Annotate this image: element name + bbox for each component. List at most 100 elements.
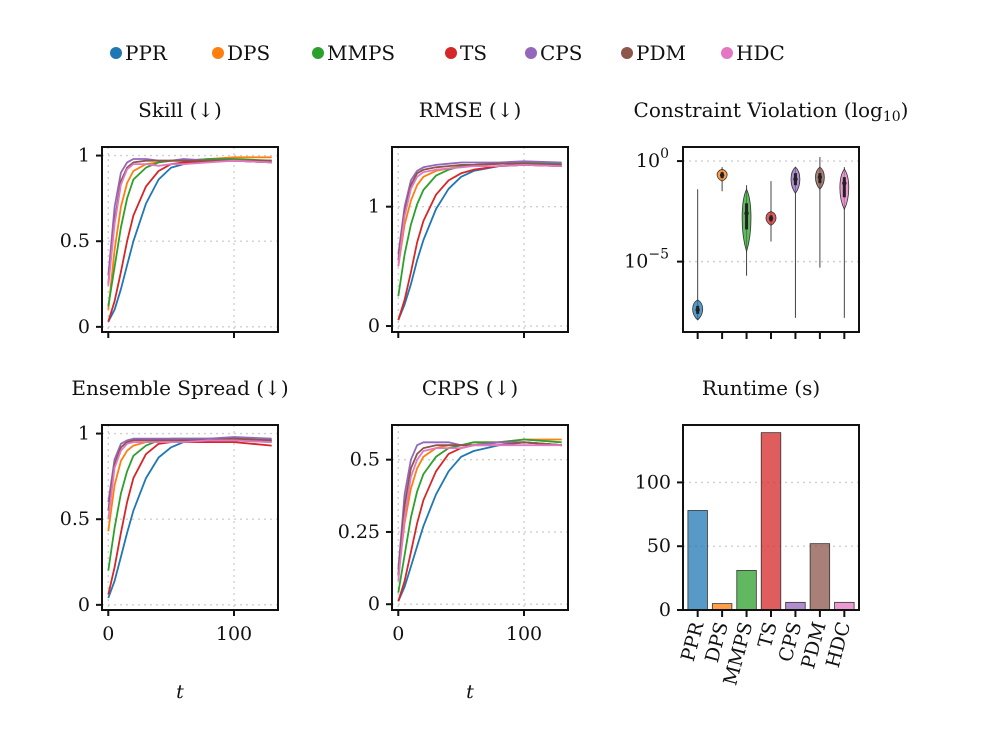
- series-line-cps: [397, 441, 562, 570]
- legend-marker: [110, 47, 122, 59]
- violin-median-hdc: [842, 180, 847, 186]
- legend-marker: [212, 47, 224, 59]
- legend-marker: [445, 47, 457, 59]
- legend-label: TS: [460, 41, 487, 65]
- violin-median-mmps: [744, 211, 749, 216]
- y-tick-label: 100: [635, 471, 671, 493]
- x-axis-label: t: [466, 681, 474, 703]
- chart-spread: Ensemble Spread (↓) 0 0.5 1 0 100 t: [60, 376, 289, 703]
- plot-frame: [391, 424, 569, 611]
- series-line-mmps: [107, 437, 272, 571]
- y-tick-label: 0.5: [60, 508, 90, 530]
- legend-label: DPS: [227, 41, 270, 65]
- bar-ppr: [687, 510, 708, 611]
- series-line-cps: [107, 436, 272, 503]
- series-line-pdm: [397, 441, 562, 576]
- series-line-hdc: [107, 439, 272, 520]
- legend-entry-ts: TS: [445, 41, 487, 65]
- series-line-ts: [107, 441, 272, 595]
- y-tick-exponent: −5: [648, 247, 669, 263]
- legend-entry-mmps: MMPS: [312, 41, 395, 65]
- y-tick-label: 0.5: [60, 230, 90, 252]
- chart-title: Constraint Violation (log10): [634, 98, 909, 125]
- series-line-pdm: [107, 437, 272, 511]
- chart-title: CRPS (↓): [422, 376, 518, 400]
- series-line-mmps: [397, 438, 562, 593]
- y-tick-label: 1: [78, 145, 90, 167]
- legend-entry-cps: CPS: [525, 41, 582, 65]
- bar-hdc: [834, 601, 855, 611]
- chart-title: RMSE (↓): [419, 98, 522, 122]
- y-tick-label: 0: [78, 594, 90, 616]
- chart-title: Runtime (s): [702, 376, 820, 400]
- legend-label: PDM: [636, 41, 686, 65]
- bar-pdm: [809, 543, 831, 611]
- y-tick-label: 0: [78, 316, 90, 338]
- legend-entry-pdm: PDM: [621, 41, 686, 65]
- y-tick-label: 100: [636, 146, 669, 172]
- y-tick-label: 0: [659, 599, 671, 621]
- legend-marker: [312, 47, 324, 59]
- legend-marker: [621, 47, 633, 59]
- series-line-mmps: [397, 161, 562, 297]
- y-tick-label: 0.25: [338, 521, 380, 543]
- y-tick-label: 50: [647, 535, 671, 557]
- y-tick-label: 1: [368, 196, 380, 218]
- series-line-ts: [397, 441, 562, 602]
- violin-median-ts: [768, 216, 774, 221]
- chart-title-main: Constraint Violation (log: [634, 98, 883, 122]
- legend-entry-ppr: PPR: [110, 41, 168, 65]
- violin-median-cps: [793, 176, 798, 182]
- series-line-cps: [397, 160, 562, 255]
- x-tick-label: 0: [102, 623, 114, 645]
- series-line-dps: [107, 437, 272, 532]
- y-tick-label: 1: [78, 423, 90, 445]
- series-line-hdc: [397, 444, 562, 582]
- chart-title-sub: 10: [883, 109, 901, 125]
- chart-crps: CRPS (↓) 0 0.25 0.5 0 100 t: [338, 376, 569, 703]
- series-line-hdc: [397, 163, 562, 267]
- series-line-ppr: [397, 441, 562, 602]
- bar-mmps: [736, 570, 757, 611]
- chart-title-end: ): [901, 98, 909, 122]
- legend: PPR DPS MMPS TS CPS PDM HDC: [110, 41, 785, 65]
- legend-label: MMPS: [327, 41, 395, 65]
- legend-label: HDC: [736, 41, 785, 65]
- violin-median-dps: [719, 172, 725, 178]
- plot-frame: [101, 424, 279, 611]
- x-tick-label: 100: [216, 623, 252, 645]
- legend-marker: [525, 47, 537, 59]
- legend-entry-hdc: HDC: [721, 41, 785, 65]
- y-tick-label: 0: [368, 593, 380, 615]
- plot-frame: [101, 146, 279, 333]
- x-tick-label: 100: [506, 623, 542, 645]
- y-tick-base: 10: [624, 251, 648, 273]
- legend-label: PPR: [125, 41, 168, 65]
- plot-frame: [682, 424, 860, 611]
- chart-title: Ensemble Spread (↓): [71, 376, 288, 400]
- series-line-dps: [397, 161, 562, 267]
- chart-skill: Skill (↓) 0 0.5 1: [60, 98, 279, 338]
- chart-rmse: RMSE (↓) 0 1: [368, 98, 569, 338]
- y-tick-label: 0: [368, 315, 380, 337]
- x-tick-label: 0: [392, 623, 404, 645]
- violin-median-pdm: [817, 174, 823, 180]
- chart-title: Skill (↓): [138, 98, 222, 122]
- legend-entry-dps: DPS: [212, 41, 270, 65]
- x-axis-label: t: [176, 681, 184, 703]
- plot-frame: [682, 146, 860, 333]
- y-tick-base: 10: [636, 150, 660, 172]
- bar-cps: [785, 601, 806, 611]
- legend-label: CPS: [540, 41, 582, 65]
- y-tick-exponent: 0: [660, 146, 669, 162]
- plot-frame: [391, 146, 569, 333]
- series-line-ppr: [397, 163, 562, 321]
- series-line-mmps: [107, 158, 272, 307]
- violin-median-ppr: [695, 307, 700, 313]
- bar-ts: [760, 432, 782, 611]
- y-tick-label: 0.5: [350, 449, 380, 471]
- series-line-hdc: [107, 159, 272, 286]
